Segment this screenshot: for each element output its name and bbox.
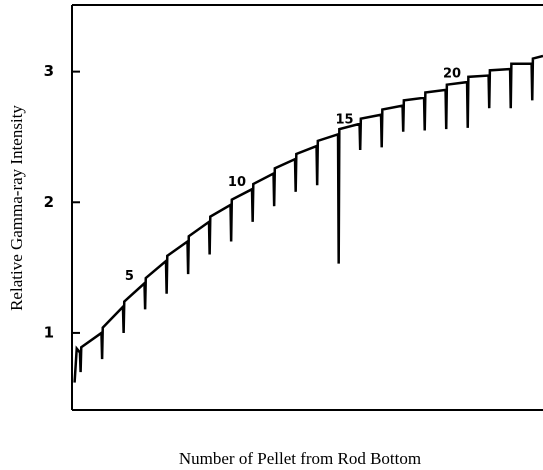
data-line	[73, 54, 543, 383]
annotation: 20	[443, 67, 461, 82]
annotation: 5	[125, 269, 134, 284]
y-tick-label: 3	[44, 62, 54, 80]
annotation: 15	[335, 112, 353, 127]
annotation: 10	[228, 175, 246, 190]
y-tick-label: 1	[44, 323, 54, 341]
x-axis-label: Number of Pellet from Rod Bottom	[179, 449, 421, 468]
y-tick-label: 2	[44, 193, 54, 211]
y-axis-label: Relative Gamma-ray Intensity	[7, 105, 26, 311]
